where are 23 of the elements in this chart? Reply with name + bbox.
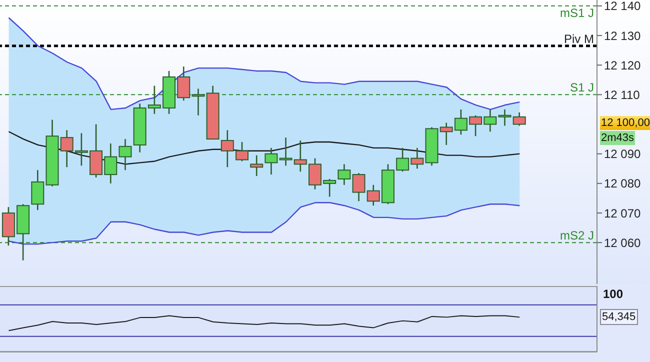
ref-line-label: S1 J [570,80,594,95]
ref-line-label: Piv M [564,32,594,46]
y-tick-label: 12 070 [604,206,642,220]
text: 12 100,00 [600,116,650,130]
candlestick [338,164,351,186]
y-tick-label: 12 110 [604,88,640,102]
line-series [8,17,520,110]
text: 100 [603,287,624,301]
candlestick [512,112,526,126]
candlestick [264,147,278,176]
text: 2m43s [600,131,636,146]
line-series [8,131,520,165]
line-series [8,202,520,245]
y-tick-label: 12 120 [604,58,642,72]
y-tick-label: 12 130 [604,28,642,43]
y-tick-label: 12 090 [604,147,642,162]
text: 54,345 [600,309,638,326]
y-tick-label: 12 140 [604,0,642,14]
ref-line-label: mS1 J [560,6,594,20]
candlestick [250,154,264,177]
y-tick-label: 12 080 [604,176,642,191]
y-tick-label: 12 060 [604,236,642,250]
ref-line-label: mS2 J [560,228,594,243]
